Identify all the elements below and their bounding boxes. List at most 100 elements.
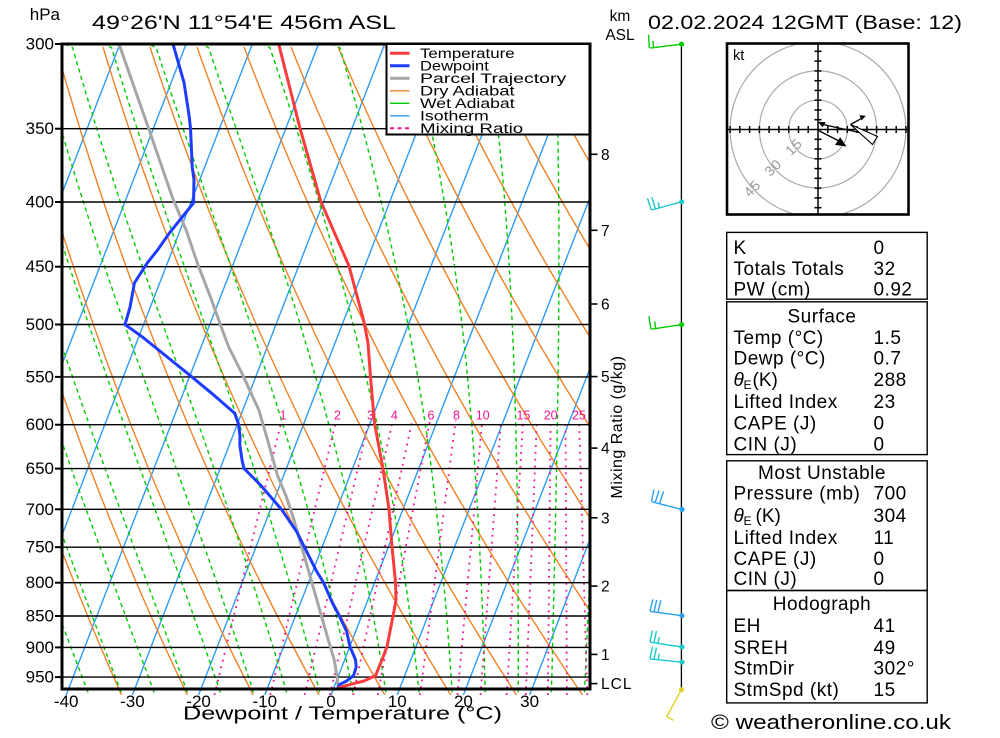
svg-text:Dewpoint: Dewpoint (420, 58, 489, 73)
svg-text:41: 41 (874, 616, 896, 637)
svg-text:0.7: 0.7 (874, 349, 902, 370)
svg-text:(K): (K) (753, 370, 778, 391)
svg-text:400: 400 (26, 193, 54, 212)
svg-text:750: 750 (26, 538, 54, 557)
svg-text:288: 288 (874, 370, 907, 391)
svg-text:950: 950 (26, 668, 54, 687)
svg-text:-10: -10 (253, 692, 278, 711)
svg-text:E: E (744, 378, 752, 392)
svg-text:49°26'N 11°54'E 456m ASL: 49°26'N 11°54'E 456m ASL (92, 12, 396, 34)
svg-text:CAPE (J): CAPE (J) (734, 549, 817, 570)
svg-text:49: 49 (874, 638, 896, 659)
svg-text:© weatheronline.co.uk: © weatheronline.co.uk (711, 711, 952, 733)
svg-text:-20: -20 (186, 692, 211, 711)
svg-text:900: 900 (26, 638, 54, 657)
svg-text:6: 6 (428, 408, 435, 422)
svg-text:6: 6 (601, 297, 610, 314)
svg-text:1.5: 1.5 (874, 328, 902, 349)
svg-text:20: 20 (544, 408, 558, 422)
svg-text:500: 500 (26, 315, 54, 334)
svg-text:600: 600 (26, 415, 54, 434)
svg-text:10: 10 (388, 692, 407, 711)
svg-text:θ: θ (734, 506, 745, 527)
svg-text:30: 30 (520, 692, 539, 711)
svg-text:25: 25 (572, 408, 586, 422)
svg-text:ASL: ASL (605, 27, 635, 44)
svg-text:800: 800 (26, 573, 54, 592)
svg-text:Lifted Index: Lifted Index (734, 392, 838, 413)
svg-text:32: 32 (874, 259, 896, 280)
svg-text:550: 550 (26, 367, 54, 386)
svg-text:Wet Adiabat: Wet Adiabat (420, 96, 515, 111)
svg-text:0.92: 0.92 (874, 280, 913, 301)
svg-text:StmSpd (kt): StmSpd (kt) (734, 680, 840, 701)
svg-text:0: 0 (874, 569, 885, 590)
svg-text:0: 0 (874, 434, 885, 455)
svg-text:PW (cm): PW (cm) (734, 280, 811, 301)
svg-text:304: 304 (874, 506, 907, 527)
svg-text:2: 2 (334, 408, 341, 422)
svg-text:8: 8 (601, 147, 610, 164)
svg-text:8: 8 (453, 408, 460, 422)
svg-text:Hodograph: Hodograph (773, 594, 872, 615)
svg-text:LCL: LCL (601, 676, 632, 693)
svg-text:Temperature: Temperature (420, 46, 515, 61)
svg-text:E: E (744, 514, 752, 528)
svg-text:Lifted Index: Lifted Index (734, 528, 838, 549)
svg-text:2: 2 (601, 579, 610, 596)
svg-text:kt: kt (733, 48, 744, 64)
svg-text:4: 4 (601, 441, 610, 458)
svg-text:Isotherm: Isotherm (420, 108, 489, 123)
svg-text:Mixing Ratio (g/kg): Mixing Ratio (g/kg) (609, 356, 626, 499)
svg-text:hPa: hPa (30, 5, 61, 24)
svg-text:450: 450 (26, 257, 54, 276)
svg-text:(K): (K) (756, 506, 781, 527)
svg-text:650: 650 (26, 459, 54, 478)
svg-text:20: 20 (454, 692, 473, 711)
svg-text:Parcel Trajectory: Parcel Trajectory (420, 71, 567, 86)
svg-text:Temp (°C): Temp (°C) (734, 328, 824, 349)
svg-text:Mixing Ratio: Mixing Ratio (420, 121, 523, 136)
svg-text:850: 850 (26, 607, 54, 626)
svg-text:K: K (734, 238, 747, 259)
svg-text:5: 5 (601, 369, 610, 386)
svg-text:-30: -30 (120, 692, 145, 711)
svg-text:Dewpoint / Temperature (°C): Dewpoint / Temperature (°C) (183, 704, 502, 724)
svg-text:SREH: SREH (734, 638, 789, 659)
svg-text:1: 1 (280, 408, 287, 422)
svg-text:15: 15 (874, 680, 896, 701)
svg-text:-40: -40 (54, 692, 79, 711)
svg-text:CAPE (J): CAPE (J) (734, 413, 817, 434)
svg-text:Dry Adiabat: Dry Adiabat (420, 83, 515, 98)
svg-text:StmDir: StmDir (734, 659, 795, 680)
svg-text:Most Unstable: Most Unstable (758, 463, 886, 484)
svg-text:Dewp (°C): Dewp (°C) (734, 349, 826, 370)
svg-text:EH: EH (734, 616, 761, 637)
svg-text:Pressure (mb): Pressure (mb) (734, 484, 861, 505)
svg-text:4: 4 (391, 408, 398, 422)
svg-text:CIN (J): CIN (J) (734, 434, 798, 455)
svg-text:10: 10 (476, 408, 490, 422)
svg-text:θ: θ (734, 370, 745, 391)
svg-text:15: 15 (517, 408, 531, 422)
svg-text:0: 0 (874, 238, 885, 259)
svg-text:700: 700 (874, 484, 907, 505)
svg-text:23: 23 (874, 392, 896, 413)
svg-text:700: 700 (26, 500, 54, 519)
svg-text:Totals Totals: Totals Totals (734, 259, 845, 280)
svg-text:7: 7 (601, 223, 610, 240)
svg-text:350: 350 (26, 119, 54, 138)
svg-text:CIN (J): CIN (J) (734, 569, 798, 590)
svg-text:02.02.2024 12GMT (Base: 12): 02.02.2024 12GMT (Base: 12) (648, 12, 962, 34)
svg-text:0: 0 (874, 549, 885, 570)
svg-text:0: 0 (326, 692, 335, 711)
svg-text:300: 300 (26, 35, 54, 54)
svg-text:0: 0 (874, 413, 885, 434)
svg-text:302°: 302° (874, 659, 915, 680)
svg-text:3: 3 (367, 408, 374, 422)
svg-text:Surface: Surface (788, 306, 857, 327)
svg-text:1: 1 (601, 647, 610, 664)
svg-text:3: 3 (601, 510, 610, 527)
svg-text:km: km (610, 8, 631, 25)
svg-text:11: 11 (874, 528, 895, 549)
